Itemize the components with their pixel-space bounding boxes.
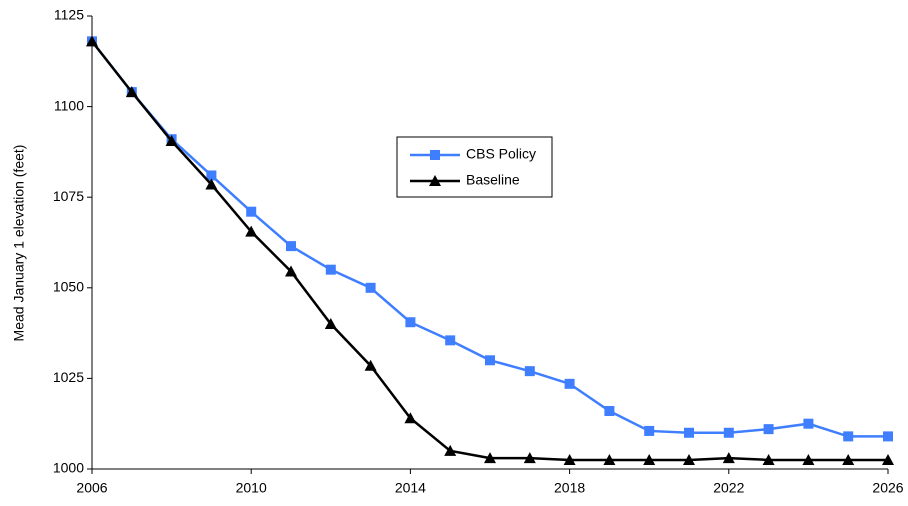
marker xyxy=(286,241,296,252)
legend-box xyxy=(396,136,553,198)
marker xyxy=(364,359,377,371)
marker xyxy=(485,355,495,366)
x-tick-label: 2022 xyxy=(713,480,744,496)
series-line xyxy=(91,40,888,438)
marker xyxy=(206,170,217,181)
legend-marker xyxy=(429,175,441,186)
marker xyxy=(324,318,337,330)
marker xyxy=(205,178,218,190)
marker xyxy=(404,412,417,424)
marker xyxy=(563,453,576,465)
marker xyxy=(683,453,695,465)
marker xyxy=(843,431,854,442)
marker xyxy=(285,265,297,277)
y-tick-label: 1125 xyxy=(54,7,84,23)
marker xyxy=(644,425,655,436)
y-tick-label: 1100 xyxy=(54,97,84,113)
marker xyxy=(524,366,535,377)
marker xyxy=(762,453,775,465)
marker xyxy=(684,427,694,438)
y-tick-label: 1075 xyxy=(53,188,84,204)
x-tick-label: 2026 xyxy=(872,480,903,496)
marker xyxy=(603,453,616,465)
y-axis-label: Mead January 1 elevation (feet) xyxy=(11,145,27,342)
marker xyxy=(643,453,656,465)
x-tick-label: 2014 xyxy=(395,480,426,496)
x-tick-label: 2010 xyxy=(236,480,267,496)
marker xyxy=(722,452,735,464)
marker xyxy=(802,453,815,465)
marker xyxy=(763,424,774,435)
marker xyxy=(882,453,894,465)
legend-label: CBS Policy xyxy=(466,146,536,162)
series-line xyxy=(91,40,888,462)
marker xyxy=(723,427,734,438)
marker xyxy=(246,206,257,217)
marker xyxy=(245,225,258,237)
marker xyxy=(86,35,98,47)
y-tick-label: 1000 xyxy=(53,460,84,476)
marker xyxy=(803,418,814,429)
marker xyxy=(444,444,457,456)
marker xyxy=(325,264,336,275)
legend-marker xyxy=(430,150,440,160)
marker xyxy=(523,452,536,464)
marker xyxy=(405,317,416,328)
marker xyxy=(564,378,575,389)
legend-label: Baseline xyxy=(466,172,520,188)
marker xyxy=(484,452,496,464)
marker xyxy=(165,135,178,147)
marker xyxy=(125,86,138,98)
y-tick-label: 1025 xyxy=(53,369,84,385)
marker xyxy=(604,406,615,417)
y-tick-label: 1050 xyxy=(53,279,84,295)
marker xyxy=(883,431,893,442)
marker xyxy=(445,335,456,346)
x-tick-label: 2018 xyxy=(554,480,585,496)
x-tick-label: 2006 xyxy=(76,480,107,496)
marker xyxy=(842,453,855,465)
marker xyxy=(365,282,376,293)
